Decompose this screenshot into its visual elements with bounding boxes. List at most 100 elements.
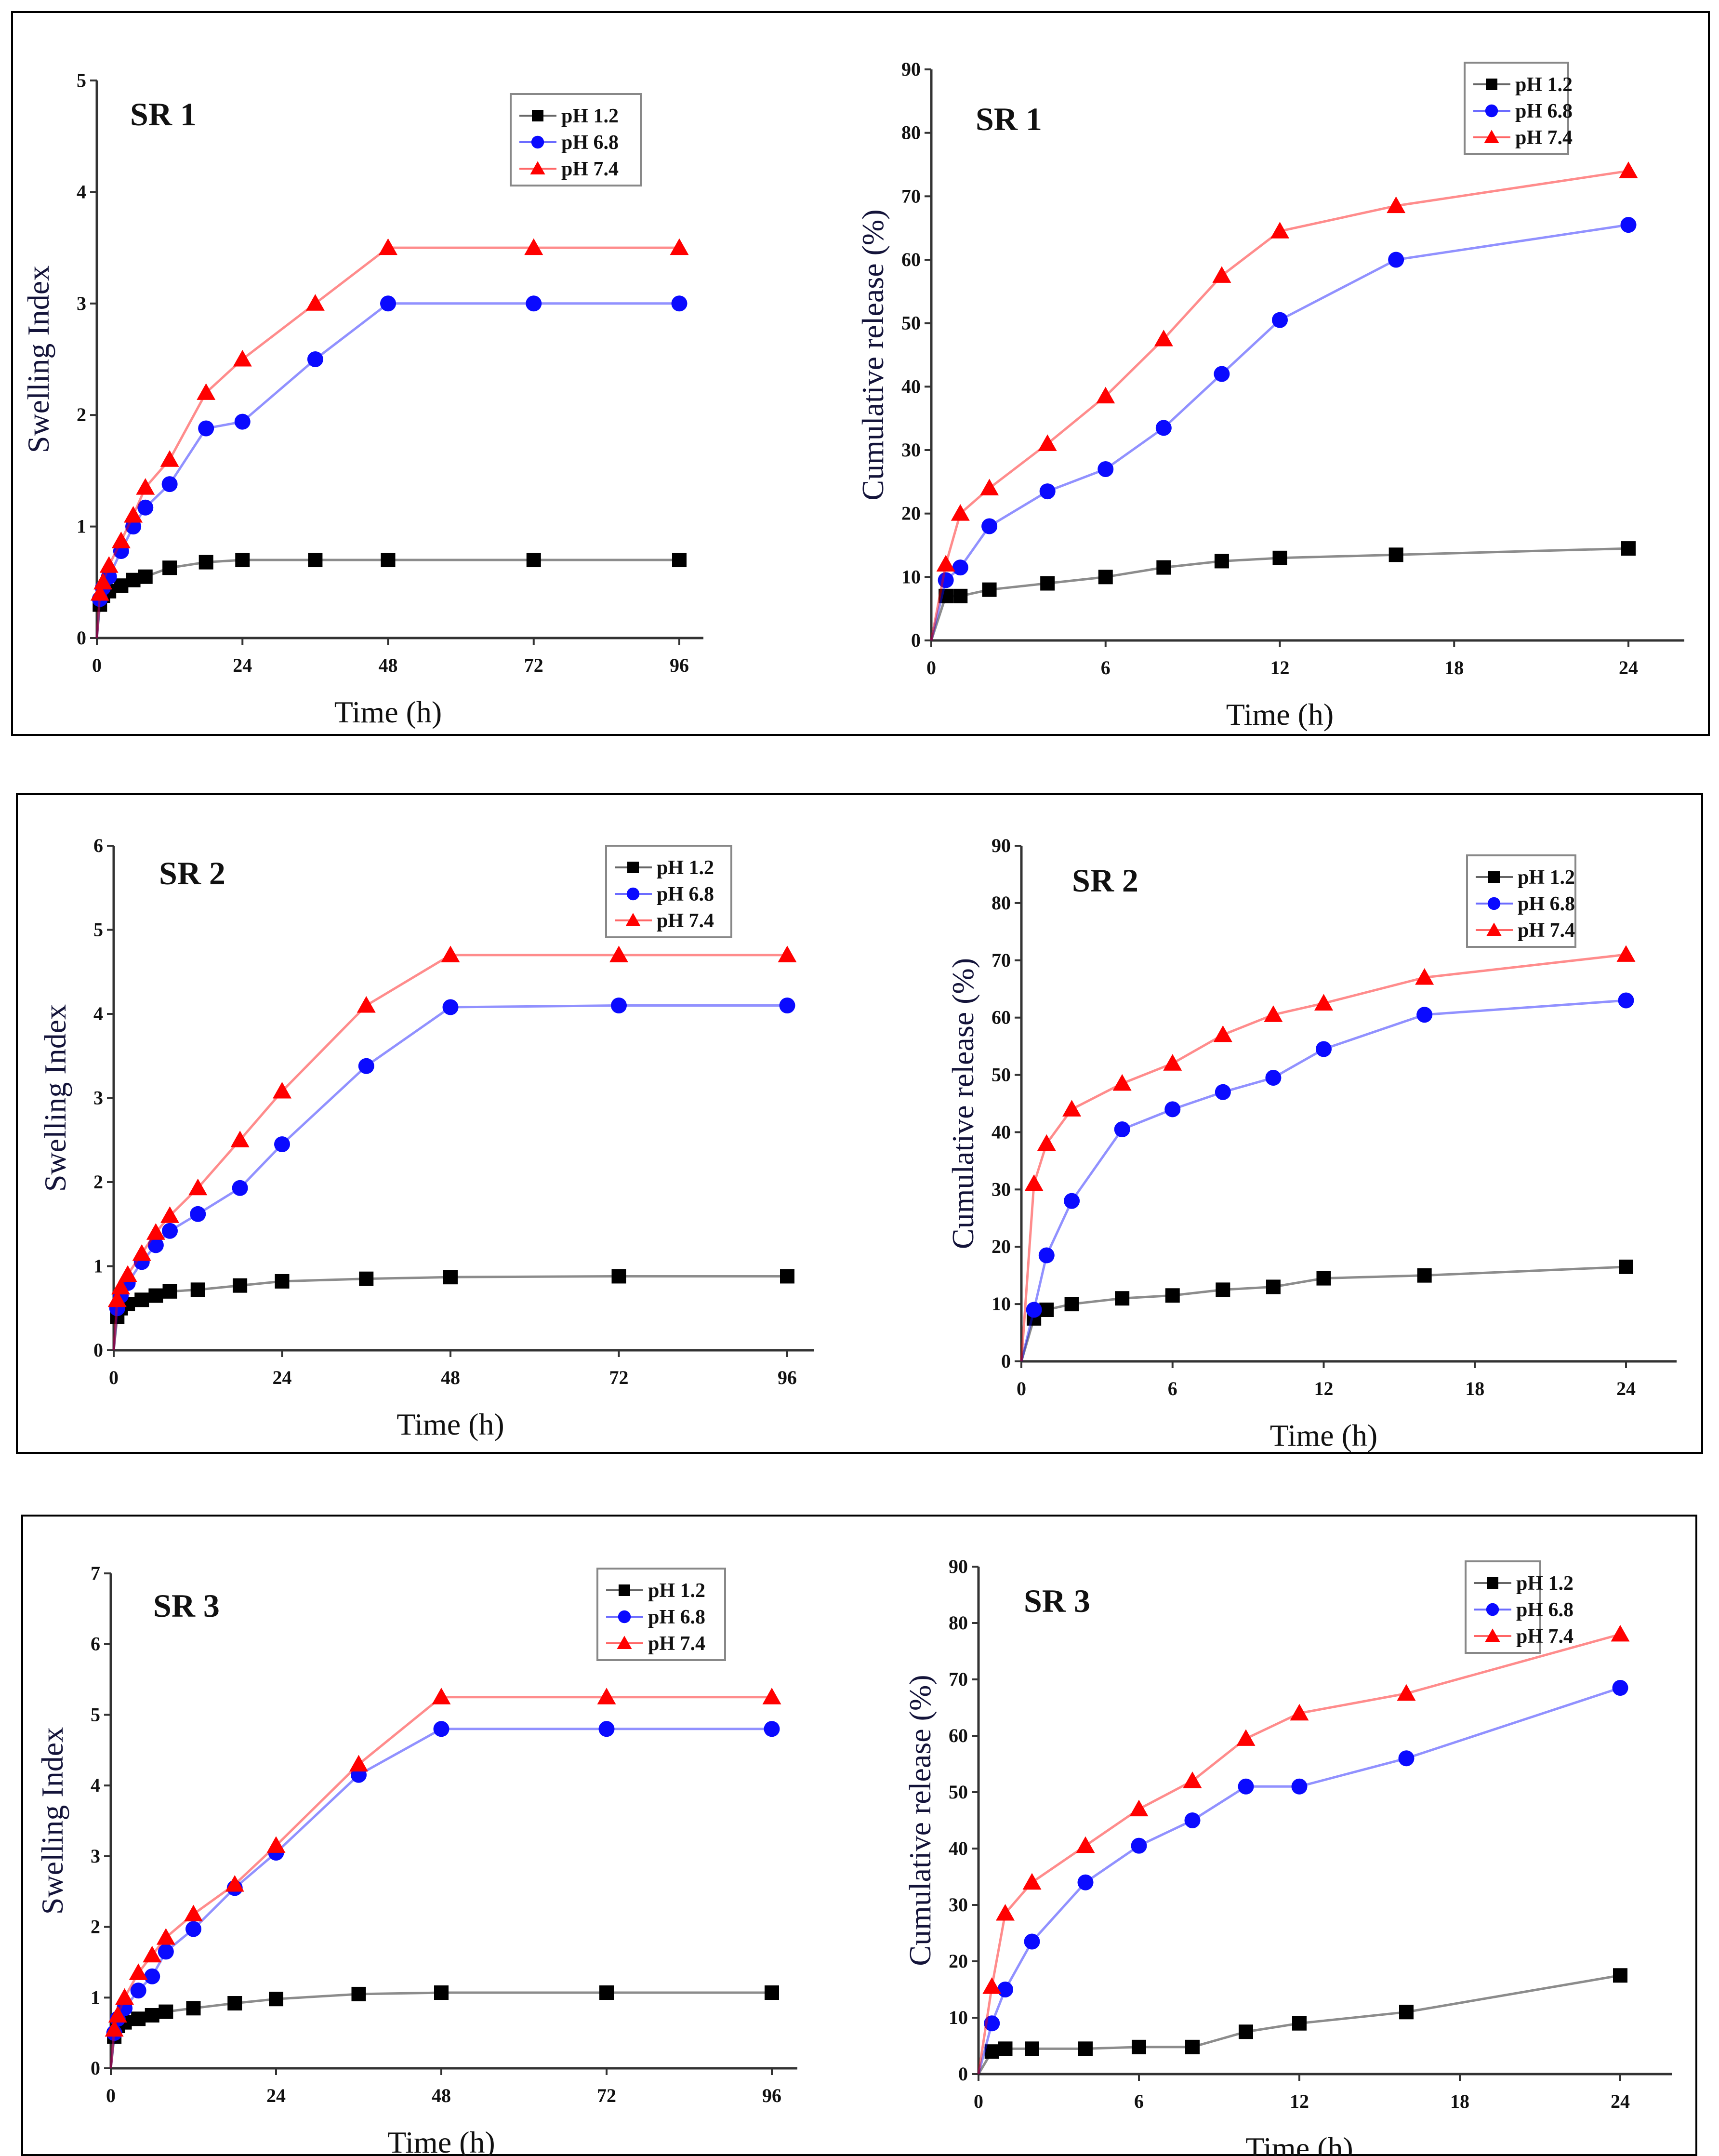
y-tick-label: 6 bbox=[93, 835, 103, 856]
y-tick-label: 60 bbox=[949, 1725, 968, 1746]
data-point: 48, 4.7 bbox=[441, 945, 460, 962]
data-point: 4, 4.5 bbox=[1078, 2041, 1093, 2056]
chart-title: SR 1 bbox=[130, 96, 197, 133]
data-point: 36, 2.5 bbox=[307, 351, 323, 367]
data-point: 24, 63 bbox=[1618, 992, 1634, 1009]
data-point: 0.5, 31 bbox=[1024, 1174, 1044, 1191]
data-point: 16, 67 bbox=[1415, 968, 1434, 985]
data-point: 10, 60.5 bbox=[1264, 1005, 1283, 1022]
data-point: 4, 23.5 bbox=[1039, 483, 1056, 500]
data-point: 24, 0.82 bbox=[275, 1274, 290, 1289]
data-point: 6, 11.5 bbox=[1165, 1288, 1180, 1303]
data-point: 2, 1 bbox=[115, 1988, 134, 2005]
series-ph-6-8: 0.5, 0.51, 0.72, 0.854, 1.16, 1.38, 1.65… bbox=[106, 1721, 780, 2069]
data-point: 36, 3.38 bbox=[358, 1058, 374, 1074]
legend-marker bbox=[1486, 79, 1497, 90]
y-tick-label: 80 bbox=[949, 1612, 968, 1634]
data-point: 4, 48.5 bbox=[1112, 1074, 1132, 1091]
data-point: 48, 1.07 bbox=[434, 1985, 449, 2000]
data-point: 12, 62.5 bbox=[1314, 994, 1333, 1011]
legend-marker bbox=[625, 913, 641, 926]
legend-marker bbox=[1485, 1628, 1500, 1642]
y-tick-label: 2 bbox=[93, 1171, 103, 1193]
data-point: 2, 23.5 bbox=[1024, 1933, 1040, 1950]
data-point: 8, 1.35 bbox=[136, 478, 155, 495]
legend-label: pH 7.4 bbox=[1518, 919, 1575, 942]
data-point: 12, 2.18 bbox=[184, 1904, 203, 1922]
data-point: 6, 47 bbox=[1129, 1799, 1149, 1817]
data-point: 48, 5.25 bbox=[432, 1688, 451, 1704]
data-point: 2, 4.5 bbox=[1025, 2041, 1039, 2056]
data-point: 1, 0.5 bbox=[93, 572, 113, 590]
series-ph-7-4: 0.5, 12 1, 20 2, 24 4, 31 6, 38.5 8, 47.5 10, … bbox=[930, 161, 1638, 641]
data-point: 4, 40.5 bbox=[1114, 1121, 1130, 1137]
chart-2: 0 6 12 18 24 0 10 20 30 40 50 60 70 80 90 Time (h) Cumul… bbox=[856, 58, 1684, 732]
data-point: 0.5, 4 bbox=[984, 2044, 999, 2059]
data-point: 1, 18.5 bbox=[1038, 1247, 1055, 1264]
legend: pH 1.2 pH 6.8 pH 7.4 bbox=[605, 845, 732, 938]
data-point: 2, 24 bbox=[980, 479, 999, 495]
data-point: 18, 1.93 bbox=[232, 1180, 248, 1196]
x-tick-label: 48 bbox=[379, 654, 398, 676]
data-point: 8, 33.5 bbox=[1155, 420, 1172, 436]
data-point: 1, 15 bbox=[997, 1982, 1013, 1997]
y-tick-label: 0 bbox=[91, 2057, 100, 2079]
data-point: 24, 68.5 bbox=[1612, 1680, 1628, 1696]
series-ph-1-2: 0.5, 41, 4.5 2, 4.5 4, 4.5 6, 4.8 8, 4.8 10, … bbox=[977, 1968, 1627, 2075]
chart-6: 0 6 12 18 24 0 10 20 30 40 50 60 70 80 90 Time (h) Cumul… bbox=[903, 1556, 1672, 2156]
data-point: 12, 1.97 bbox=[185, 1921, 201, 1937]
data-point: 24, 17.5 bbox=[1613, 1968, 1627, 1983]
data-point: 6, 40.5 bbox=[1131, 1837, 1147, 1854]
data-point: 96, 0.88 bbox=[780, 1269, 794, 1284]
legend-label: pH 6.8 bbox=[648, 1606, 705, 1628]
legend-label: pH 1.2 bbox=[1515, 74, 1573, 96]
data-point: 8, 1.65 bbox=[158, 1943, 174, 1960]
data-point: 36, 3 bbox=[305, 294, 325, 311]
data-point: 2, 18 bbox=[981, 518, 998, 534]
data-point: 4, 1.1 bbox=[130, 1983, 146, 1999]
series-ph-6-8: 0.5, 0.51, 0.652, 0.84, 1.056, 1.258, 1.… bbox=[109, 998, 795, 1351]
data-point: 96, 0.7 bbox=[672, 553, 687, 568]
data-point: 48, 3 bbox=[380, 295, 396, 312]
series-ph-6-8: 0.5, 9 1, 15 2, 23.5 4, 34 6, 40.5 8, 45 10, 5… bbox=[977, 1680, 1628, 2075]
x-axis-label: Time (h) bbox=[334, 695, 442, 729]
data-point: 18, 0.92 bbox=[227, 1996, 242, 2011]
data-point: 36, 4.3 bbox=[349, 1755, 368, 1772]
data-point: 4, 31 bbox=[1038, 434, 1057, 451]
series-ph-6-8: 0.5, 9 1, 18.5 2, 28 4, 40.5 6, 44 8, 47 10, 4… bbox=[1020, 992, 1634, 1362]
legend-label: pH 6.8 bbox=[657, 883, 714, 905]
y-axis-label: Cumulative release (%) bbox=[946, 958, 980, 1249]
data-point: 0.5, 9.5 bbox=[938, 572, 954, 588]
legend-marker bbox=[1486, 922, 1502, 936]
y-tick-label: 70 bbox=[901, 185, 921, 207]
data-point: 24, 78 bbox=[1611, 1624, 1630, 1642]
data-point: 12, 1.38 bbox=[161, 476, 178, 492]
x-tick-label: 0 bbox=[92, 654, 102, 676]
y-tick-label: 3 bbox=[91, 1845, 100, 1867]
y-tick-label: 5 bbox=[93, 919, 103, 941]
data-point: 2, 0.65 bbox=[99, 556, 119, 573]
y-tick-label: 4 bbox=[93, 1003, 103, 1025]
data-point: 0.5, 0.55 bbox=[105, 2020, 124, 2037]
data-point: 0.5, 9 bbox=[984, 2015, 1000, 2032]
y-tick-label: 50 bbox=[992, 1064, 1011, 1086]
data-point: 1, 4.5 bbox=[998, 2041, 1013, 2056]
data-point: 24, 3.15 bbox=[266, 1836, 286, 1853]
legend-label: pH 7.4 bbox=[657, 910, 714, 932]
data-point: 36, 0.85 bbox=[359, 1271, 374, 1286]
y-tick-label: 4 bbox=[91, 1774, 100, 1796]
data-point: 36, 4.1 bbox=[357, 996, 376, 1013]
x-tick-label: 18 bbox=[1450, 2090, 1469, 2112]
data-point: 24, 14.5 bbox=[1621, 541, 1636, 556]
y-axis-label: Cumulative release (%) bbox=[903, 1675, 937, 1966]
x-tick-label: 24 bbox=[273, 1367, 292, 1388]
data-point: 72, 4.1 bbox=[611, 998, 627, 1014]
legend-marker bbox=[1484, 130, 1499, 143]
chart-3: 0 24 48 72 96 0 1 2 3 4 5 6 Time (h) Swelling Index SR… bbox=[38, 835, 814, 1441]
y-tick-label: 7 bbox=[91, 1562, 100, 1584]
data-point: 12, 64.5 bbox=[1270, 222, 1289, 239]
chart-1: 0 24 48 72 96 0 1 2 3 4 5 Time (h) Swelling Index SR … bbox=[21, 69, 703, 729]
legend-label: pH 7.4 bbox=[561, 158, 619, 180]
data-point: 24, 3.08 bbox=[273, 1082, 291, 1099]
data-point: 8, 57 bbox=[1213, 1025, 1232, 1042]
